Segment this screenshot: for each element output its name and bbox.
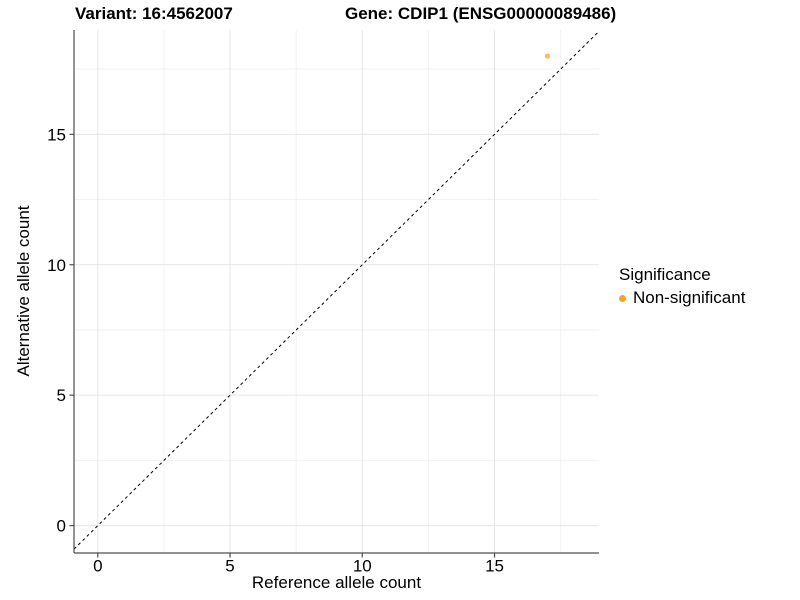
identity-dashed-line [73,30,600,550]
legend-item-non-significant: Non-significant [619,288,745,308]
legend-title: Significance [619,265,711,284]
plot-title-gene: Gene: CDIP1 (ENSG00000089486) [345,4,617,23]
svg-text:10: 10 [47,256,66,275]
legend: Significance Non-significant [619,265,745,308]
svg-text:15: 15 [47,125,66,144]
legend-item-label: Non-significant [633,288,746,307]
plot-title-variant: Variant: 16:4562007 [75,4,233,23]
svg-text:10: 10 [353,557,372,576]
data-points [544,53,551,59]
svg-text:15: 15 [485,557,504,576]
gridlines-major [74,30,599,553]
y-axis-title: Alternative allele count [14,205,33,377]
svg-text:0: 0 [93,557,102,576]
axis-tick-marks [69,133,496,558]
gridlines-minor [74,30,599,553]
svg-text:5: 5 [225,557,234,576]
axis-lines [73,30,599,554]
x-axis-title: Reference allele count [251,573,422,592]
svg-text:0: 0 [57,517,66,536]
legend-point-icon [619,294,626,302]
x-tick-labels: 0 5 10 15 [93,557,504,576]
y-tick-labels: 0 5 10 15 [47,125,66,535]
svg-text:5: 5 [57,386,66,405]
